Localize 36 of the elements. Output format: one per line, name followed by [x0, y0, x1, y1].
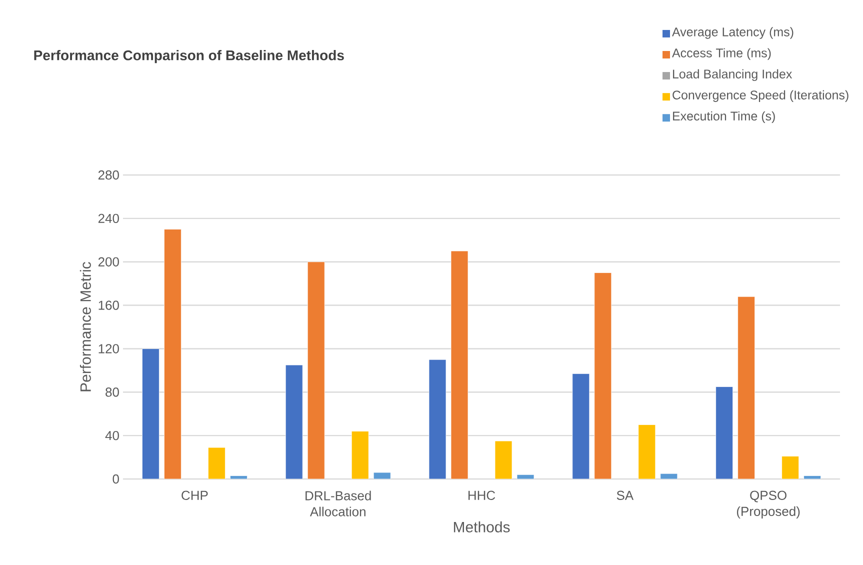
y-tick-label: 240: [98, 214, 119, 224]
y-tick-label: 80: [106, 388, 119, 397]
bar: [494, 440, 512, 479]
x-tick-label: DRL-Based Allocation: [306, 490, 371, 516]
y-tick-label: 120: [98, 344, 119, 354]
y-tick-label: 40: [105, 430, 119, 440]
legend-label: Load Balancing Index: [673, 69, 792, 81]
bar: [351, 431, 369, 479]
y-axis-title: Performance Metric: [80, 262, 91, 392]
x-tick-label: SA: [616, 490, 634, 500]
legend-label: Execution Time (s): [673, 111, 775, 123]
bar: [450, 250, 468, 479]
bar: [285, 364, 303, 479]
bar: [716, 386, 734, 479]
x-axis-title: Methods: [454, 521, 510, 532]
y-tick-label: 200: [98, 257, 119, 266]
x-tick-label: QPSO (Proposed): [736, 490, 800, 519]
bar: [572, 373, 590, 479]
bar: [307, 262, 325, 479]
bar: [428, 359, 446, 479]
y-tick-label: 0: [112, 474, 119, 484]
bar: [208, 447, 226, 479]
bar: [638, 424, 656, 479]
bar: [782, 456, 800, 479]
legend-label: Average Latency (ms): [672, 27, 794, 39]
chart-title: Performance Comparison of Baseline Methods: [34, 50, 344, 64]
y-tick-label: 160: [98, 300, 119, 310]
y-tick-label: 280: [98, 170, 119, 180]
bar: [142, 348, 160, 479]
bar: [164, 229, 182, 479]
bar: [738, 296, 756, 479]
legend-label: Access Time (ms): [672, 48, 771, 60]
x-tick-label: HHC: [468, 490, 496, 500]
bar: [594, 272, 612, 479]
x-tick-label: CHP: [182, 490, 208, 500]
legend-label: Convergence Speed (Iterations): [672, 90, 848, 102]
